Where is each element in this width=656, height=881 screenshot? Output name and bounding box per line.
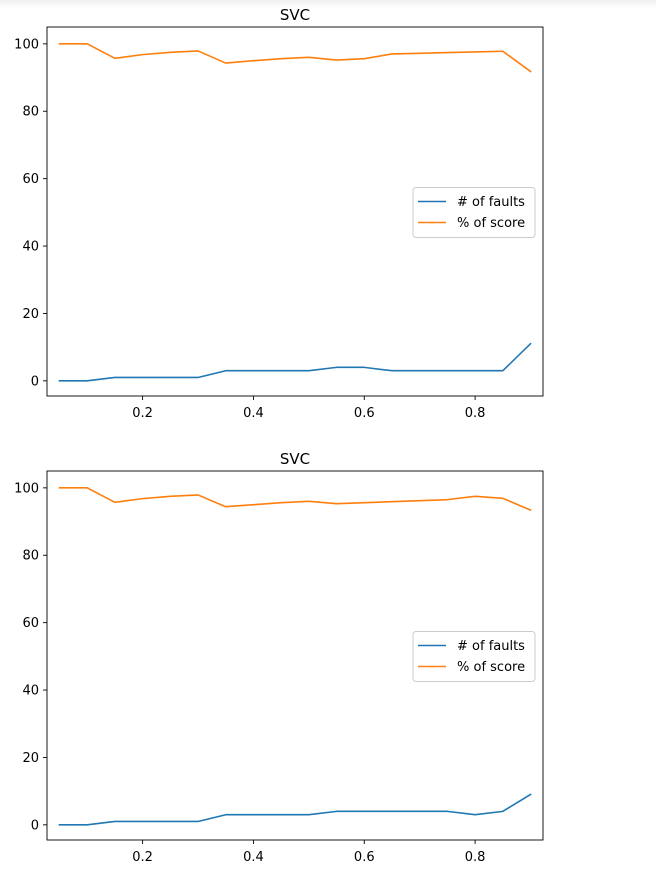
series-line-score bbox=[58, 487, 532, 512]
y-tick-label: 20 bbox=[22, 307, 39, 322]
plot-frame bbox=[46, 470, 544, 841]
x-tick-label: 0.4 bbox=[243, 850, 264, 865]
chart-title: SVC bbox=[280, 450, 310, 468]
legend-label: # of faults bbox=[457, 195, 525, 210]
x-tick-label: 0.6 bbox=[354, 850, 375, 865]
legend: # of faults % of score bbox=[412, 631, 536, 682]
window-top-shade bbox=[0, 0, 656, 8]
y-tick-label: 20 bbox=[22, 751, 39, 766]
legend: # of faults % of score bbox=[412, 187, 536, 238]
y-tick-label: 0 bbox=[31, 374, 39, 389]
subplot-2: SVC 0.2 0.4 0.6 0.8 0 20 40 60 80 100 # of faults % … bbox=[14, 450, 544, 865]
x-tick-label: 0.6 bbox=[354, 406, 375, 421]
series-line-score bbox=[58, 43, 532, 73]
y-tick-label: 80 bbox=[22, 105, 39, 120]
legend-box bbox=[412, 631, 536, 682]
x-tick-label: 0.4 bbox=[243, 406, 264, 421]
y-tick-label: 0 bbox=[31, 818, 39, 833]
legend-label: % of score bbox=[457, 660, 525, 675]
y-tick-label: 40 bbox=[22, 684, 39, 699]
plot-frame bbox=[46, 26, 544, 397]
legend-label: % of score bbox=[457, 216, 525, 231]
y-tick-label: 100 bbox=[14, 37, 39, 52]
y-tick-label: 60 bbox=[22, 172, 39, 187]
y-tick-label: 100 bbox=[14, 481, 39, 496]
x-tick-label: 0.2 bbox=[132, 406, 153, 421]
legend-label: # of faults bbox=[457, 639, 525, 654]
series-line-faults bbox=[58, 342, 532, 382]
y-tick-label: 40 bbox=[22, 240, 39, 255]
y-tick-label: 60 bbox=[22, 616, 39, 631]
subplot-1: SVC 0.2 0.4 0.6 0.8 0 20 40 60 80 100 # of faults % … bbox=[14, 6, 544, 421]
y-tick-label: 80 bbox=[22, 549, 39, 564]
chart-title: SVC bbox=[280, 6, 310, 24]
legend-box bbox=[412, 187, 536, 238]
x-tick-label: 0.8 bbox=[465, 850, 486, 865]
series-line-faults bbox=[58, 793, 532, 826]
x-tick-label: 0.8 bbox=[465, 406, 486, 421]
x-tick-label: 0.2 bbox=[132, 850, 153, 865]
